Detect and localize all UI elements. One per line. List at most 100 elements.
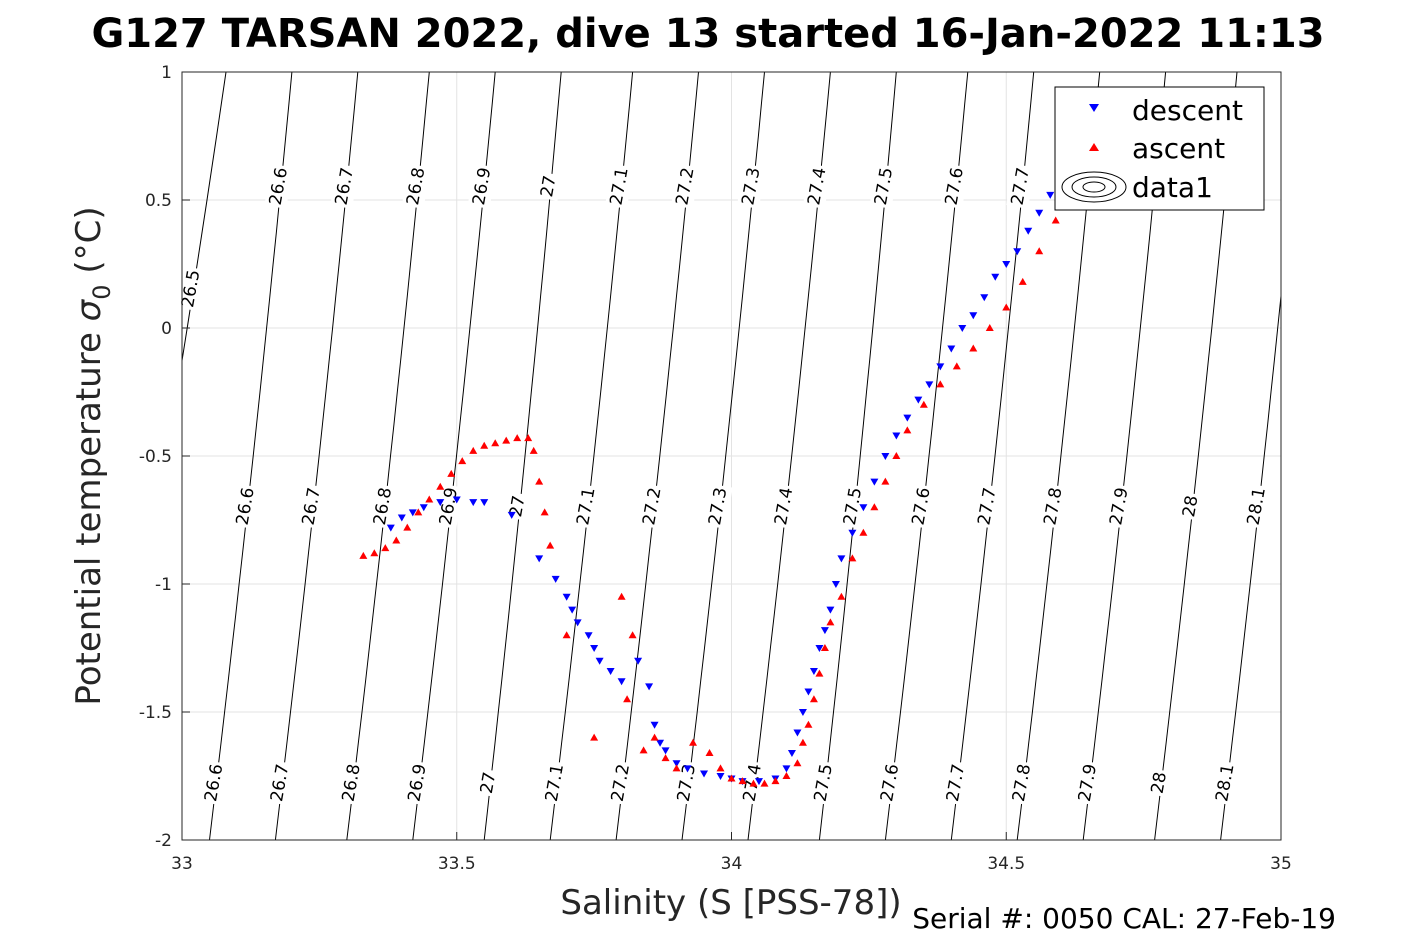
x-axis-label: Salinity (S [PSS-78]) bbox=[560, 883, 901, 923]
ascent-point bbox=[798, 738, 807, 746]
ascent-point bbox=[782, 772, 791, 779]
ascent-point bbox=[359, 551, 368, 559]
ascent-point bbox=[815, 669, 824, 677]
descent-point bbox=[914, 396, 923, 404]
legend-data1-label: data1 bbox=[1132, 171, 1213, 204]
data-points bbox=[359, 176, 1077, 787]
descent-point bbox=[1024, 227, 1033, 235]
descent-point bbox=[804, 688, 813, 696]
ascent-point bbox=[826, 618, 835, 626]
isopycnal-label-bg bbox=[330, 163, 360, 209]
ascent-point bbox=[689, 738, 698, 746]
ascent-point bbox=[771, 777, 780, 785]
descent-point bbox=[754, 778, 763, 786]
descent-point bbox=[716, 773, 725, 780]
descent-point bbox=[656, 739, 665, 747]
ascent-point bbox=[804, 720, 813, 728]
isopycnal-label-bg bbox=[1104, 483, 1134, 529]
descent-point bbox=[408, 509, 417, 517]
x-tick-label: 33.5 bbox=[438, 854, 476, 874]
ascent-point bbox=[892, 452, 901, 459]
descent-point bbox=[991, 273, 1000, 281]
ascent-point bbox=[1002, 303, 1011, 311]
descent-point bbox=[436, 499, 445, 507]
ascent-point bbox=[881, 477, 890, 485]
descent-point bbox=[568, 606, 577, 614]
descent-point bbox=[397, 514, 406, 522]
serial-cal-label: Serial #: 0050 CAL: 27-Feb-19 bbox=[912, 902, 1336, 935]
y-tick-label: -1.5 bbox=[139, 703, 172, 723]
descent-point bbox=[787, 749, 796, 757]
ascent-point bbox=[562, 631, 571, 639]
descent-point bbox=[848, 529, 857, 537]
ascent-point bbox=[969, 344, 978, 352]
descent-point bbox=[826, 606, 835, 614]
descent-point bbox=[480, 499, 489, 507]
ascent-point bbox=[727, 774, 736, 782]
ascent-point bbox=[502, 436, 511, 444]
isopycnal-label-bg bbox=[907, 483, 937, 529]
descent-point bbox=[1046, 191, 1055, 199]
x-axis-ticks: 33 33.5 34 34.5 35 bbox=[171, 832, 1292, 874]
ascent-point bbox=[628, 631, 637, 639]
isopycnal-label-bg bbox=[265, 760, 295, 806]
isopycnal-label-bg bbox=[176, 266, 206, 312]
ascent-point bbox=[919, 400, 928, 408]
isopycnal-label-bg bbox=[401, 163, 431, 209]
ascent-point bbox=[985, 324, 994, 331]
ascent-point bbox=[661, 754, 670, 762]
isopycnal-label: 28 bbox=[1148, 770, 1171, 795]
y-tick-label: -0.5 bbox=[139, 447, 172, 467]
ascent-point bbox=[639, 746, 648, 754]
isopycnal-label-bg bbox=[809, 760, 839, 806]
descent-point bbox=[683, 765, 692, 773]
descent-point bbox=[672, 760, 681, 768]
isopycnal-label-bg bbox=[1210, 760, 1240, 806]
ascent-point bbox=[848, 554, 857, 562]
ascent-point bbox=[952, 362, 961, 370]
x-tick-label: 33 bbox=[171, 854, 193, 874]
isopycnal-label-bg bbox=[535, 171, 562, 201]
descent-point bbox=[1013, 248, 1022, 256]
legend-data1-marker bbox=[1061, 171, 1127, 203]
x-tick-label: 34 bbox=[721, 854, 743, 874]
chart-title: G127 TARSAN 2022, dive 13 started 16-Jan… bbox=[91, 11, 1324, 57]
ascent-point bbox=[1018, 277, 1027, 285]
isopycnal-label-bg bbox=[1146, 768, 1173, 798]
ascent-point bbox=[936, 380, 945, 388]
ascent-point bbox=[705, 748, 714, 756]
isopycnal-label-bg bbox=[671, 163, 700, 209]
isopycnal-label-bg bbox=[606, 760, 636, 806]
isopycnal-label: 27 bbox=[477, 770, 500, 795]
descent-point bbox=[573, 619, 582, 627]
ascent-point bbox=[903, 426, 912, 434]
ascent-point bbox=[447, 469, 456, 477]
descent-point bbox=[590, 645, 599, 652]
isopycnal-label-bg bbox=[637, 483, 667, 529]
ascent-point bbox=[414, 508, 423, 516]
ascent-point bbox=[491, 439, 500, 447]
ascent-point bbox=[513, 434, 522, 442]
descent-point bbox=[617, 678, 626, 686]
ascent-point bbox=[381, 544, 390, 552]
descent-point bbox=[903, 414, 912, 422]
legend-ascent-label: ascent bbox=[1132, 132, 1225, 165]
ascent-point bbox=[1051, 216, 1060, 224]
y-axis-label-sigma: σ bbox=[69, 298, 109, 321]
isopycnal-line bbox=[483, 72, 562, 840]
grid-lines bbox=[182, 72, 1281, 840]
y-tick-label: 0.5 bbox=[145, 191, 172, 211]
descent-point bbox=[881, 453, 890, 460]
descent-point bbox=[595, 657, 604, 665]
y-axis-label: Potential temperature σ0 (°C) bbox=[69, 206, 116, 705]
y-axis-label-sub: 0 bbox=[88, 284, 116, 299]
legend-descent-marker bbox=[1089, 104, 1099, 112]
ascent-point bbox=[540, 508, 549, 516]
descent-point bbox=[469, 499, 478, 507]
isopycnal-label-bg bbox=[1007, 760, 1037, 806]
isopycnal-label: 28 bbox=[1179, 494, 1202, 519]
ascent-point bbox=[617, 592, 626, 600]
isopycnal-label-bg bbox=[1242, 483, 1272, 529]
ascent-point bbox=[738, 777, 747, 785]
y-tick-label: -1 bbox=[155, 575, 172, 595]
